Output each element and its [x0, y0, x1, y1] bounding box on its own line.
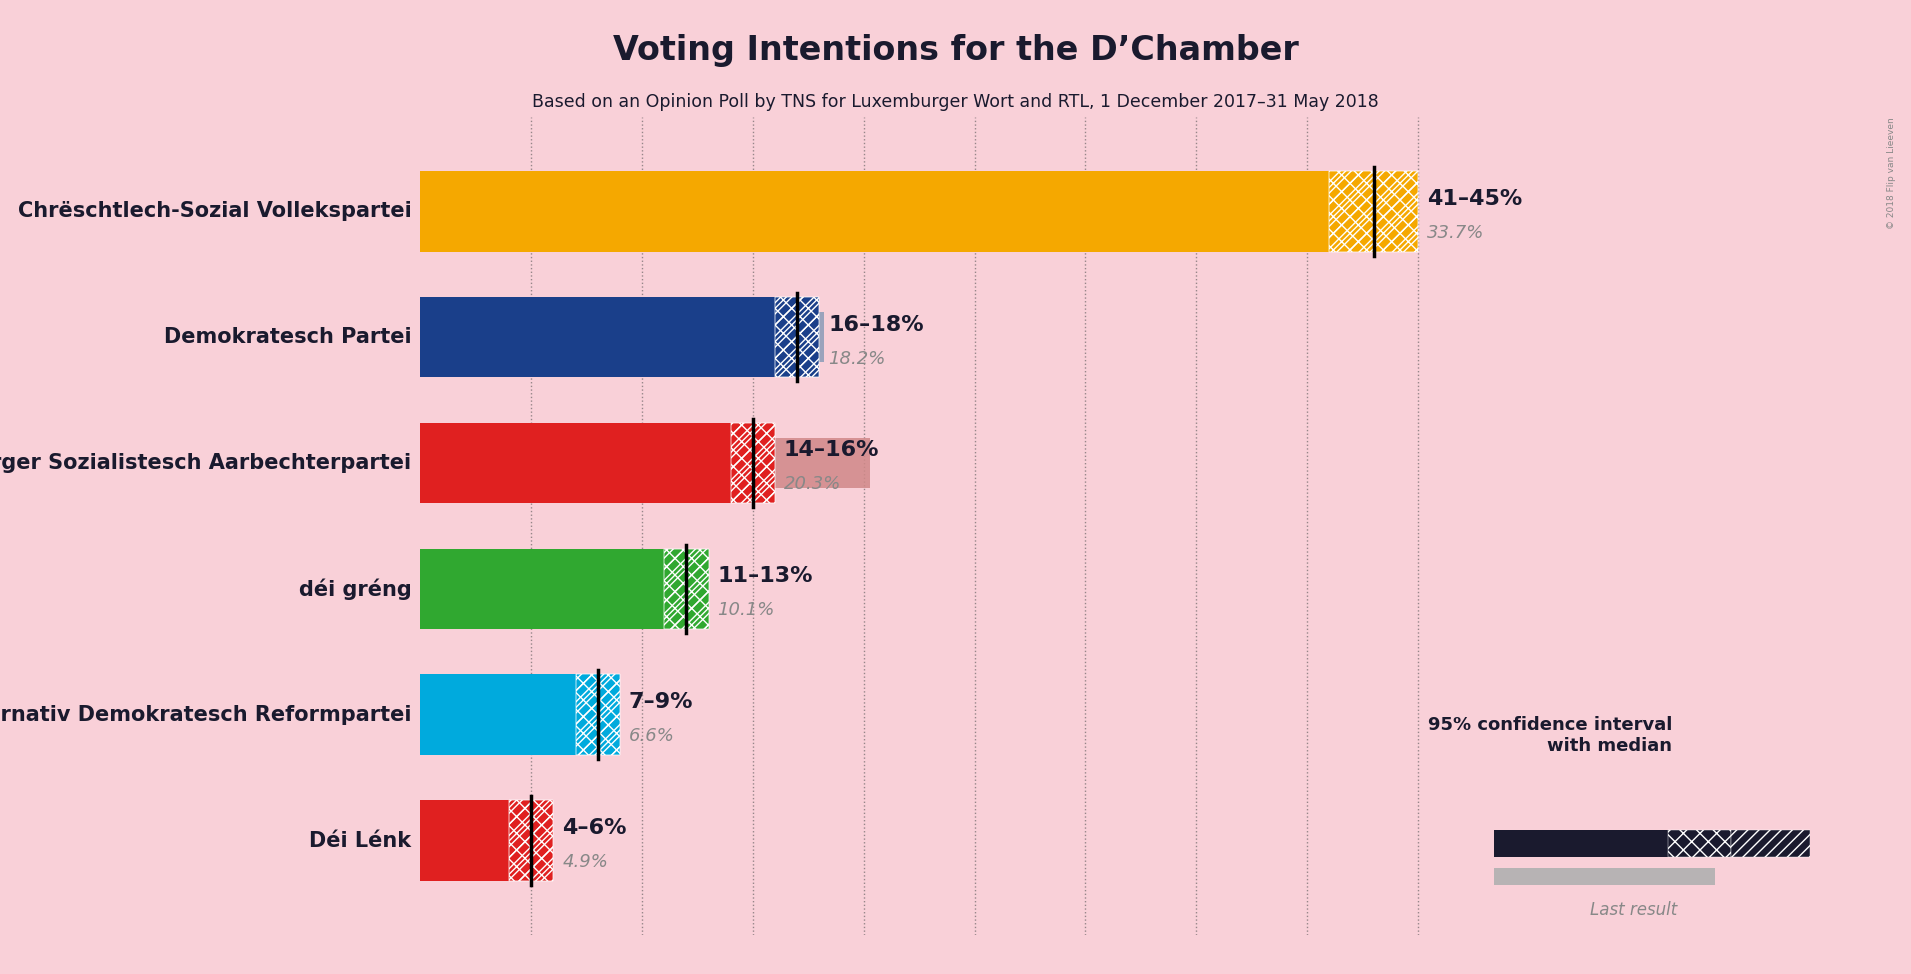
Bar: [420, 186, 1168, 237]
Bar: [575, 674, 619, 755]
Text: 4.9%: 4.9%: [562, 853, 608, 871]
Bar: [420, 171, 1330, 251]
Text: 95% confidence interval
with median: 95% confidence interval with median: [1428, 716, 1672, 755]
Bar: [420, 690, 568, 740]
Text: déi gréng: déi gréng: [298, 579, 411, 600]
Bar: [420, 548, 665, 629]
Bar: [420, 312, 824, 362]
Bar: [730, 423, 776, 504]
Bar: [730, 423, 776, 504]
Text: Lëtzebuerger Sozialistesch Aarbechterpartei: Lëtzebuerger Sozialistesch Aarbechterpar…: [0, 453, 411, 473]
Bar: [776, 297, 820, 378]
Text: Chrëschtlech-Sozial Vollekspartei: Chrëschtlech-Sozial Vollekspartei: [17, 202, 411, 221]
Text: Based on an Opinion Poll by TNS for Luxemburger Wort and RTL, 1 December 2017–31: Based on an Opinion Poll by TNS for Luxe…: [531, 93, 1380, 110]
Text: 11–13%: 11–13%: [717, 566, 812, 586]
Bar: [420, 674, 575, 755]
Bar: [575, 674, 619, 755]
Bar: [1330, 171, 1418, 251]
Bar: [420, 815, 529, 866]
Text: Déi Lénk: Déi Lénk: [310, 831, 411, 850]
Bar: [420, 438, 870, 488]
Bar: [420, 297, 776, 378]
Text: Alternativ Demokratesch Reformpartei: Alternativ Demokratesch Reformpartei: [0, 705, 411, 725]
Bar: [420, 564, 644, 614]
Text: 10.1%: 10.1%: [717, 601, 774, 619]
Bar: [420, 423, 730, 504]
Text: 16–18%: 16–18%: [827, 315, 923, 334]
Bar: [420, 801, 508, 880]
Bar: [1731, 830, 1810, 857]
Bar: [508, 801, 554, 880]
Bar: [665, 548, 709, 629]
Bar: [1494, 830, 1668, 857]
Text: Last result: Last result: [1590, 901, 1678, 918]
Text: 33.7%: 33.7%: [1428, 224, 1485, 242]
Text: © 2018 Flip van Lieeven: © 2018 Flip van Lieeven: [1886, 117, 1896, 229]
Bar: [665, 548, 709, 629]
Bar: [1668, 830, 1731, 857]
Bar: [508, 801, 554, 880]
Text: 14–16%: 14–16%: [784, 440, 879, 461]
Text: 6.6%: 6.6%: [629, 728, 675, 745]
Bar: [1330, 171, 1418, 251]
Text: 7–9%: 7–9%: [629, 693, 694, 712]
Text: 4–6%: 4–6%: [562, 818, 627, 838]
Text: 41–45%: 41–45%: [1428, 189, 1521, 208]
Bar: [1494, 869, 1716, 884]
Text: Voting Intentions for the D’Chamber: Voting Intentions for the D’Chamber: [613, 34, 1298, 67]
Bar: [776, 297, 820, 378]
Text: 20.3%: 20.3%: [784, 475, 841, 494]
Text: Demokratesch Partei: Demokratesch Partei: [164, 327, 411, 347]
Text: 18.2%: 18.2%: [827, 350, 885, 367]
